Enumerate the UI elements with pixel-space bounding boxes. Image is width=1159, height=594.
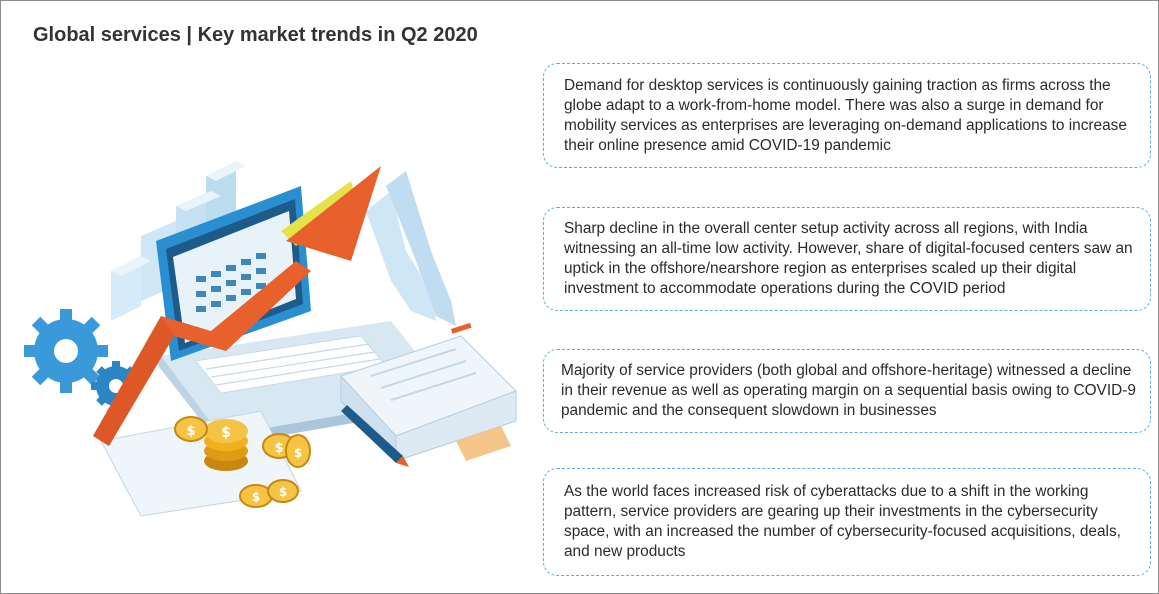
page-title: Global services | Key market trends in Q… [33,24,478,46]
svg-text:$: $ [279,485,287,499]
trend-card-cybersecurity: As the world faces increased risk of cyb… [543,468,1151,576]
trend-card-center-setup: Sharp decline in the overall center setu… [543,207,1151,311]
svg-text:$: $ [274,441,283,456]
trend-text: Majority of service providers (both glob… [561,362,1136,419]
growth-arrow-icon [93,166,381,446]
trend-text: Demand for desktop services is continuou… [564,76,1127,154]
trend-card-desktop-services: Demand for desktop services is continuou… [543,63,1151,168]
trend-text: As the world faces increased risk of cyb… [564,483,1121,560]
business-growth-illustration: $ $ $ $ $ $ [24,161,517,517]
dollar-coin-icon: $ $ $ $ $ $ [174,416,311,508]
svg-text:$: $ [294,446,302,460]
pencil-icon [341,405,409,467]
svg-text:$: $ [186,424,195,439]
trend-card-service-providers: Majority of service providers (both glob… [543,349,1151,433]
svg-text:$: $ [221,425,231,441]
trend-text: Sharp decline in the overall center setu… [564,220,1133,297]
bar-chart-icon [366,171,456,326]
svg-text:$: $ [252,490,260,504]
